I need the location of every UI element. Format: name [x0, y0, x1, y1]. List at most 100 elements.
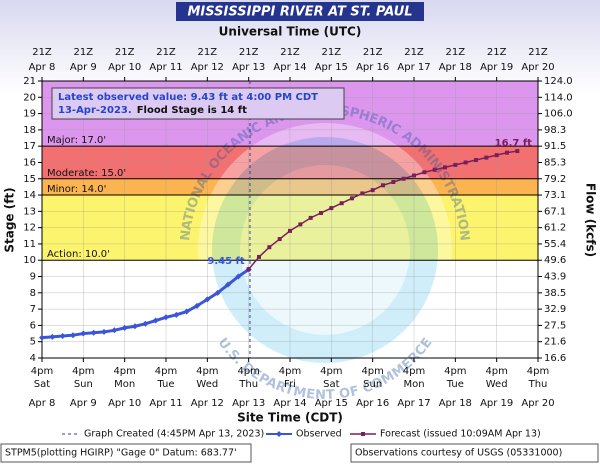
x-tick-label: 4pm: [237, 366, 259, 377]
y2-tick-label: 79.2: [544, 174, 566, 185]
x2-tick-label: Apr 13: [232, 62, 265, 73]
y-axis-title: Stage (ft): [3, 187, 17, 252]
x-tick-label: Apr 15: [315, 398, 348, 409]
x-tick-label: Sun: [363, 379, 382, 390]
x2-tick-label: Apr 19: [480, 62, 513, 73]
y2-tick-label: 85.3: [544, 157, 566, 168]
x2-tick-label: 21Z: [156, 47, 176, 58]
x-tick-label: 4pm: [72, 366, 94, 377]
y-tick-label: 10: [23, 255, 36, 266]
y-tick-label: 7: [30, 304, 36, 315]
y-tick-label: 13: [23, 206, 36, 217]
observed-marker: [121, 324, 128, 331]
forecast-marker: [484, 155, 489, 160]
x-axis-title: Site Time (CDT): [237, 411, 343, 425]
x-tick-label: Sat: [323, 379, 339, 390]
forecast-marker: [350, 196, 354, 201]
y-tick-label: 18: [23, 125, 36, 136]
x-tick-label: Fri: [284, 379, 296, 390]
x2-tick-label: 21Z: [322, 47, 342, 58]
observed-marker: [90, 329, 97, 336]
x-tick-label: Wed: [196, 379, 218, 390]
y-tick-label: 9: [30, 272, 36, 283]
x-tick-label: 4pm: [485, 366, 507, 377]
y-tick-label: 20: [23, 92, 36, 103]
plot-frame: [41, 80, 539, 359]
x2-tick-label: Apr 12: [191, 62, 224, 73]
observed-marker: [214, 289, 221, 296]
y2-axis-title: Flow (kcfs): [584, 183, 598, 257]
legend-marker: [361, 432, 365, 436]
x2-tick-label: 21Z: [74, 47, 94, 58]
chart-title: MISSISSIPPI RIVER AT ST. PAUL: [187, 5, 412, 20]
x-tick-label: Apr 9: [70, 398, 97, 409]
x2-tick-label: 21Z: [198, 47, 218, 58]
y2-tick-label: 114.0: [544, 92, 573, 103]
forecast-marker: [474, 158, 478, 163]
observed-marker: [80, 330, 87, 337]
y2-tick-label: 38.5: [544, 288, 566, 299]
y-tick-label: 21: [23, 76, 36, 87]
x-tick-label: Apr 10: [108, 398, 141, 409]
forecast-marker: [288, 228, 292, 233]
x-tick-label: Apr 14: [273, 398, 306, 409]
observed-marker: [70, 332, 76, 339]
x-tick-label: 4pm: [403, 366, 425, 377]
x-tick-label: Mon: [114, 379, 135, 390]
x-tick-label: 4pm: [113, 366, 135, 377]
x2-tick-label: Apr 15: [315, 62, 348, 73]
y2-tick-label: 21.6: [544, 337, 566, 348]
forecast-marker: [515, 149, 520, 154]
x-tick-label: Apr 13: [232, 398, 265, 409]
x2-tick-label: Apr 10: [108, 62, 141, 73]
forecast-marker: [494, 153, 499, 158]
x2-tick-label: 21Z: [528, 47, 548, 58]
forecast-marker: [298, 222, 303, 227]
x-tick-label: 4pm: [279, 366, 301, 377]
x-tick-label: Sun: [74, 379, 93, 390]
forecast-marker: [443, 165, 447, 170]
title-banner: [176, 2, 424, 21]
footer-box: [0, 443, 252, 463]
annotation-line: Latest observed value: 9.43 ft at 4:00 P…: [58, 92, 318, 103]
legend-label: Forecast (issued 10:09AM Apr 13): [380, 429, 541, 440]
value-label: 16.7 ft: [495, 138, 533, 149]
x2-tick-label: 21Z: [280, 47, 300, 58]
y-tick-label: 5: [30, 337, 36, 348]
observed-marker: [142, 320, 149, 327]
x2-tick-label: Apr 18: [439, 62, 472, 73]
watermark-inner: [240, 165, 410, 335]
y2-tick-label: 124.0: [544, 76, 573, 87]
x-tick-label: 4pm: [196, 366, 218, 377]
forecast-marker: [432, 167, 437, 172]
forecast-marker: [391, 180, 396, 185]
forecast-marker: [257, 254, 261, 259]
forecast-marker: [422, 170, 427, 175]
observed-marker: [49, 333, 56, 340]
x2-tick-label: Apr 20: [521, 62, 554, 73]
x2-tick-label: Apr 17: [397, 62, 430, 73]
annotation-box: [51, 87, 345, 120]
annotation-flood: Flood Stage is 14 ft: [137, 105, 247, 116]
x2-tick-label: Apr 14: [273, 62, 306, 73]
x-tick-label: Apr 18: [439, 398, 472, 409]
x-tick-label: 4pm: [444, 366, 466, 377]
x-tick-label: 4pm: [527, 366, 549, 377]
x-tick-label: Apr 20: [521, 398, 554, 409]
x2-tick-label: 21Z: [363, 47, 383, 58]
observed-marker: [132, 323, 138, 330]
observed-marker: [59, 333, 66, 340]
footer-left: STPM5(plotting HGIRP) "Gage 0" Datum: 68…: [5, 448, 237, 459]
x-tick-label: Apr 19: [480, 398, 513, 409]
y2-tick-label: 32.9: [544, 304, 566, 315]
y-tick-label: 12: [23, 223, 36, 234]
x-tick-label: 4pm: [320, 366, 342, 377]
y-tick-label: 17: [23, 141, 36, 152]
annotation-line: 13-Apr-2023. Flood Stage is 14 ft: [58, 105, 247, 116]
forecast-marker: [277, 237, 282, 242]
y-tick-label: 8: [30, 288, 36, 299]
x-tick-label: Apr 12: [191, 398, 224, 409]
forecast-marker: [339, 201, 344, 206]
y2-tick-label: 98.3: [544, 125, 566, 136]
forecast-marker: [381, 183, 385, 188]
